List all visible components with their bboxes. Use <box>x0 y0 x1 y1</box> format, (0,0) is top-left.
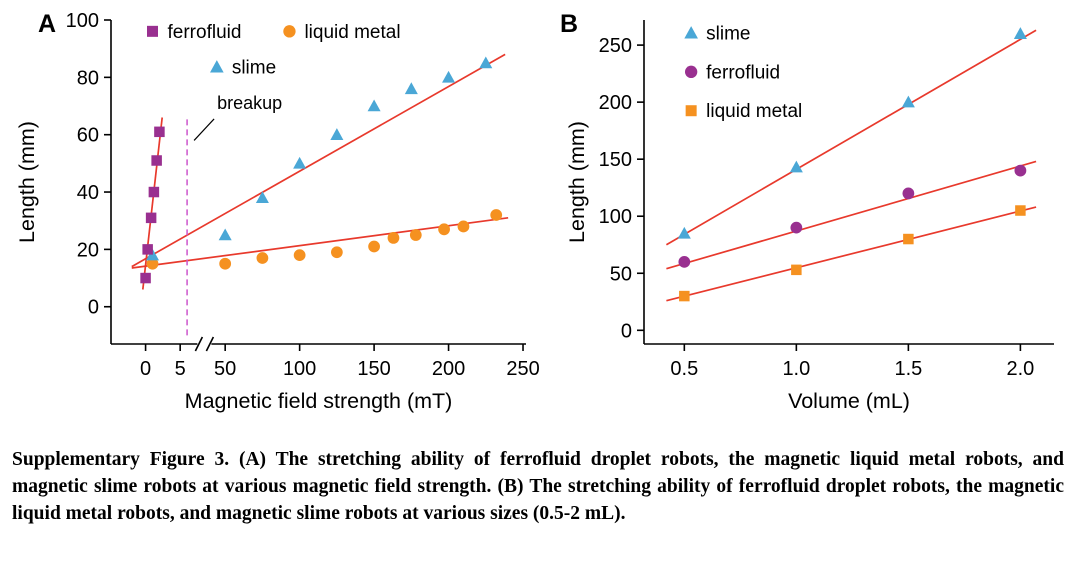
panel-a-chart: breakup 0 5 50 100 150 200 250 0 20 40 60 80 100 Magne… <box>15 10 540 413</box>
legend-label: liquid metal <box>706 101 802 122</box>
x-tick-label: 1.5 <box>894 358 922 380</box>
y-axis-label: Length (mm) <box>565 121 589 243</box>
y-tick-label: 40 <box>77 182 99 204</box>
x-tick-label: 0.5 <box>670 358 698 380</box>
breakup-label: breakup <box>217 93 282 113</box>
axes <box>637 20 1054 351</box>
axes <box>104 19 526 352</box>
x-axis-label: Magnetic field strength (mT) <box>185 389 453 413</box>
fit-line <box>131 216 509 269</box>
series-slime <box>677 27 1027 239</box>
fit-line <box>666 160 1037 270</box>
fit-lines <box>131 53 509 290</box>
panel-a: A breakup 0 5 50 100 150 200 250 0 20 40 60 80 100 Mag… <box>8 6 558 431</box>
series-slime <box>145 56 493 261</box>
tick-labels: 0.5 1.0 1.5 2.0 0 50 100 150 200 250 <box>599 35 1035 380</box>
y-tick-label: 100 <box>599 206 632 228</box>
y-tick-label: 50 <box>610 263 632 285</box>
y-tick-label: 20 <box>77 239 99 261</box>
panel-b: B 0.5 1.0 1.5 2.0 0 50 100 150 200 250 Volume (mL)… <box>558 6 1076 431</box>
y-tick-label: 100 <box>66 10 99 32</box>
fit-lines <box>665 29 1037 302</box>
y-tick-label: 80 <box>77 67 99 89</box>
series-ferrofluid <box>140 126 165 284</box>
x-tick-label: 50 <box>214 358 236 380</box>
y-tick-label: 0 <box>88 297 99 319</box>
fit-line <box>665 29 1037 246</box>
axis-break-icon <box>194 336 204 352</box>
x-tick-label: 250 <box>506 358 539 380</box>
x-tick-label: 0 <box>140 358 151 380</box>
series-liquid-metal <box>146 209 503 270</box>
legend: slime ferrofluid liquid metal <box>684 23 802 122</box>
x-tick-label: 100 <box>283 358 316 380</box>
tick-labels: 0 5 50 100 150 200 250 0 20 40 60 80 100 <box>66 10 540 380</box>
y-tick-label: 200 <box>599 92 632 114</box>
series-ferrofluid <box>678 164 1027 268</box>
fit-line <box>666 206 1037 302</box>
legend-label: ferrofluid <box>706 62 780 83</box>
breakup-pointer-line <box>193 118 215 141</box>
legend: ferrofluid liquid metal slime <box>147 22 401 78</box>
y-tick-label: 150 <box>599 149 632 171</box>
x-tick-label: 2.0 <box>1006 358 1034 380</box>
y-tick-label: 250 <box>599 35 632 57</box>
y-tick-label: 60 <box>77 125 99 147</box>
x-tick-label: 150 <box>357 358 390 380</box>
figure-caption: Supplementary Figure 3. (A) The stretchi… <box>12 449 1064 524</box>
legend-label: slime <box>706 23 750 44</box>
x-tick-label: 5 <box>175 358 186 380</box>
fit-line <box>141 117 164 290</box>
legend-label: liquid metal <box>304 22 400 43</box>
legend-label: slime <box>232 57 276 78</box>
panel-a-label: A <box>38 10 57 38</box>
legend-label: ferrofluid <box>168 22 242 43</box>
panel-b-chart: 0.5 1.0 1.5 2.0 0 50 100 150 200 250 Volume (mL) Le… <box>565 20 1054 413</box>
x-tick-label: 200 <box>432 358 465 380</box>
y-tick-label: 0 <box>621 320 632 342</box>
panel-b-label: B <box>560 10 579 38</box>
y-axis-label: Length (mm) <box>15 121 39 243</box>
figure: A breakup 0 5 50 100 150 200 250 0 20 40 60 80 100 Mag… <box>8 6 1076 431</box>
fit-line <box>131 53 506 268</box>
series-liquid-metal <box>679 205 1026 302</box>
x-axis-label: Volume (mL) <box>788 389 910 413</box>
x-tick-label: 1.0 <box>782 358 810 380</box>
